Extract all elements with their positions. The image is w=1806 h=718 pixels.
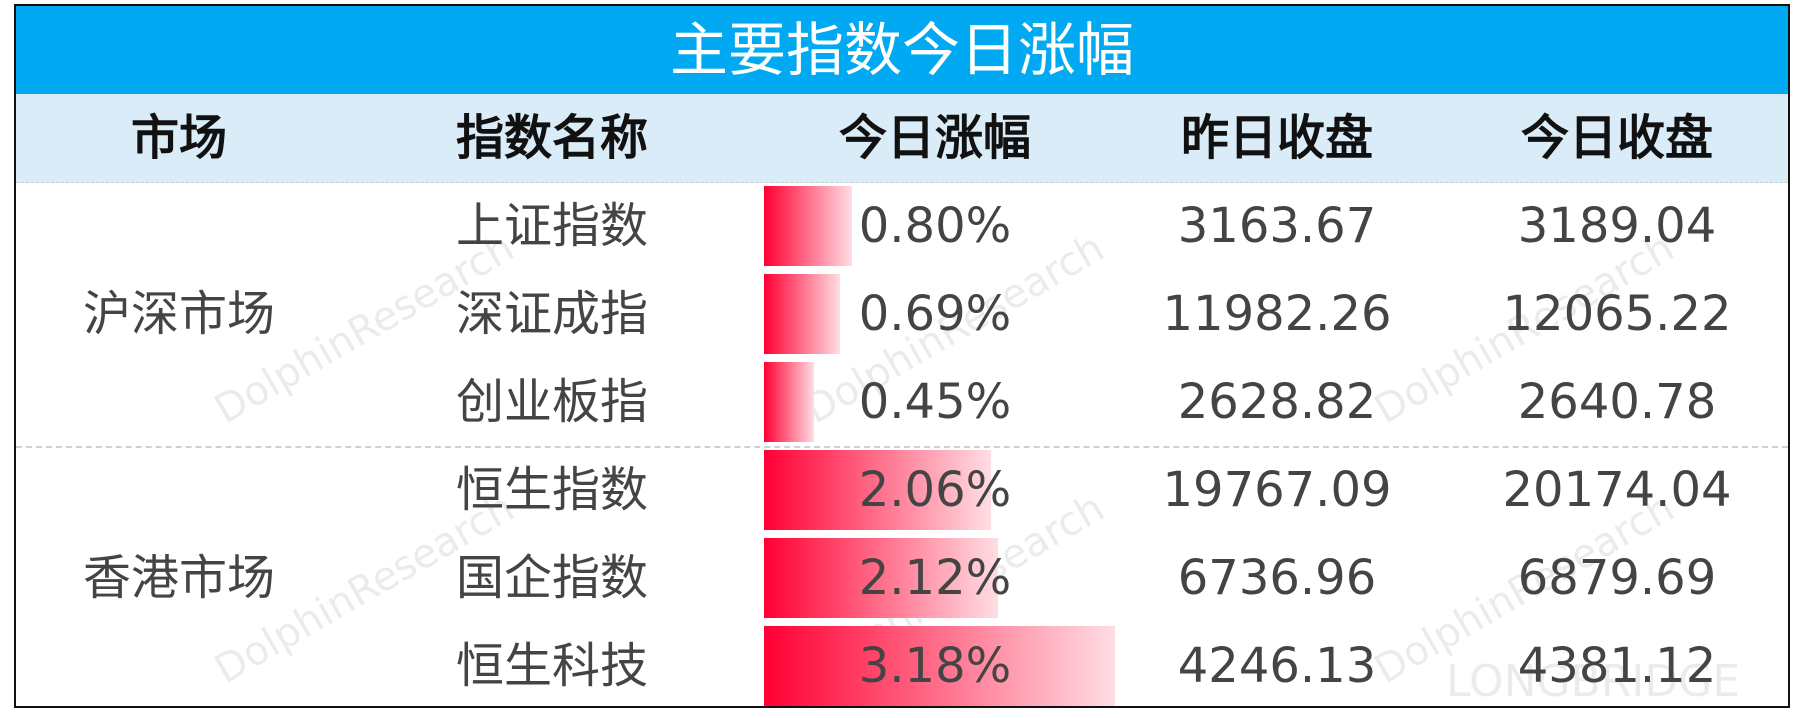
change-label: 3.18% [858,638,1012,694]
market-cell: 沪深市场 [82,286,276,342]
header-cell: 今日涨幅 [838,110,1032,166]
prev-close: 3163.67 [1177,198,1377,254]
change-bar [764,626,1115,706]
change-label: 2.12% [858,550,1012,606]
change-label: 0.69% [858,286,1012,342]
index-name: 国企指数 [455,550,649,606]
index-table: 主要指数今日涨幅 市场 指数名称 今日涨幅 昨日收盘 今日收盘 DolphinResear… [14,4,1790,708]
close: 20174.04 [1502,462,1732,518]
close: 4381.12 [1517,638,1717,694]
change-bar [764,538,998,618]
index-name: 上证指数 [455,198,649,254]
change-label: 0.80% [858,198,1012,254]
change-bar [764,186,853,266]
watermark: LONGBRIDGE [1446,656,1741,707]
prev-close: 4246.13 [1177,638,1377,694]
header-cell: 今日收盘 [1520,110,1714,166]
close: 12065.22 [1502,286,1732,342]
close: 3189.04 [1517,198,1717,254]
change-bar [764,450,992,530]
index-name: 深证成指 [455,286,649,342]
close: 2640.78 [1517,374,1717,430]
index-name: 恒生指数 [455,462,649,518]
index-name: 创业板指 [455,374,649,430]
market-cell: 香港市场 [82,550,276,606]
change-label: 2.06% [858,462,1012,518]
prev-close: 19767.09 [1162,462,1392,518]
header-cell: 昨日收盘 [1180,110,1374,166]
prev-close: 6736.96 [1177,550,1377,606]
close: 6879.69 [1517,550,1717,606]
prev-close: 2628.82 [1177,374,1377,430]
index-name: 恒生科技 [455,638,649,694]
change-bar [764,362,814,442]
prev-close: 11982.26 [1162,286,1392,342]
change-bar [764,274,841,354]
group-separator [16,446,1788,448]
change-label: 0.45% [858,374,1012,430]
table-title: 主要指数今日涨幅 [16,6,1788,94]
header-row [16,94,1788,183]
header-cell: 市场 [130,110,228,166]
header-cell: 指数名称 [455,110,649,166]
